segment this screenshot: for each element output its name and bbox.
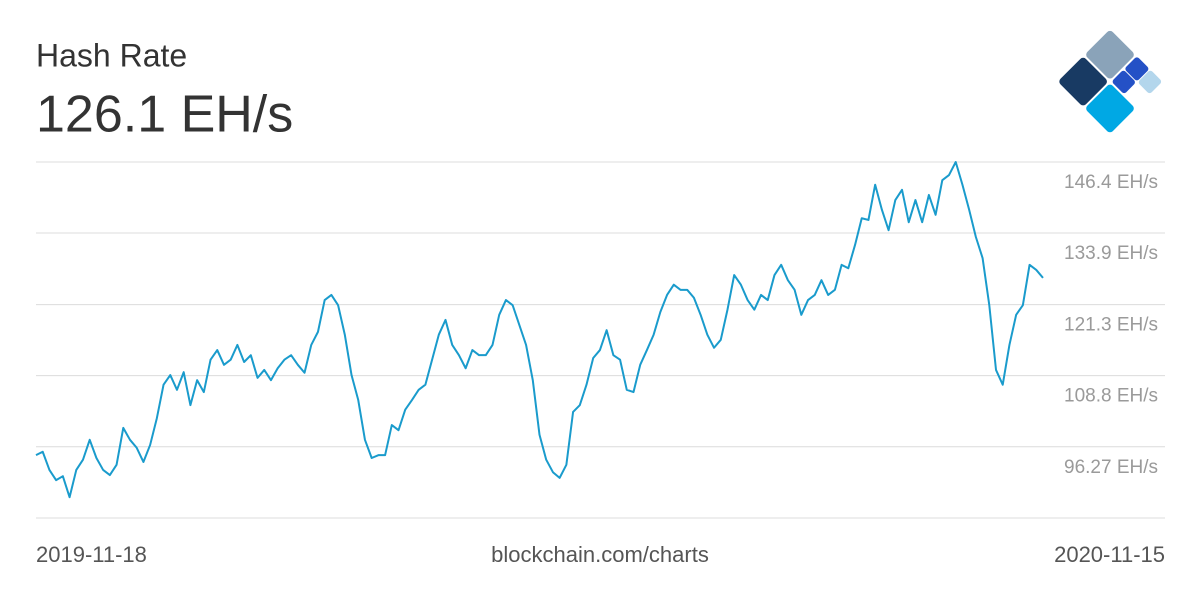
y-tick-label: 133.9 EH/s xyxy=(1064,243,1158,264)
logo-tile xyxy=(1086,84,1134,133)
y-tick-label: 108.8 EH/s xyxy=(1064,386,1158,407)
data-line xyxy=(35,161,1044,499)
y-tick-label: 121.3 EH/s xyxy=(1064,315,1158,336)
logo-tile xyxy=(1138,70,1162,94)
logo-tile xyxy=(1059,57,1107,106)
x-end-label: 2020-11-15 xyxy=(1054,542,1165,567)
logo-tile xyxy=(1086,30,1134,79)
y-tick-label: 146.4 EH/s xyxy=(1064,172,1158,193)
logo xyxy=(1059,30,1162,133)
source: blockchain.com/charts xyxy=(491,542,709,567)
chart-title: Hash Rate xyxy=(36,37,187,73)
current-value: 126.1 EH/s xyxy=(36,86,293,144)
logo-tile xyxy=(1112,70,1135,94)
logo-tile xyxy=(1125,57,1149,81)
y-tick-label: 96.27 EH/s xyxy=(1064,457,1158,478)
x-start-label: 2019-11-18 xyxy=(36,542,147,567)
